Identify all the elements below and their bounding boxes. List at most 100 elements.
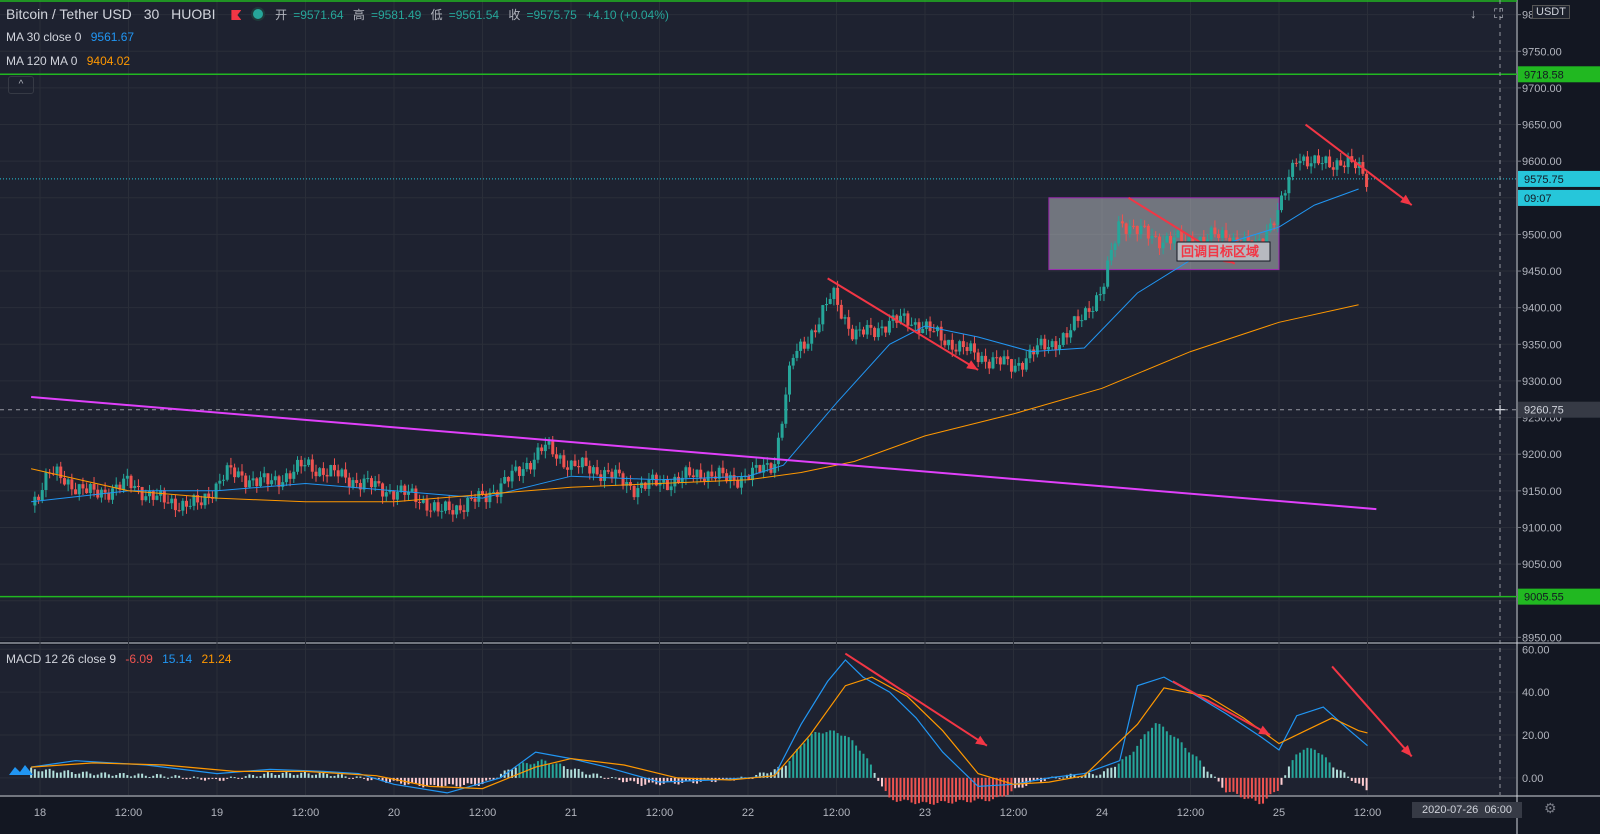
macd-histogram-bar	[370, 777, 373, 781]
macd-histogram-bar	[699, 777, 702, 782]
candle-body	[887, 320, 891, 333]
macd-histogram-bar	[529, 764, 532, 778]
candle-body	[680, 477, 684, 483]
candle-body	[665, 479, 669, 491]
ma120-legend[interactable]: MA 120 MA 0 9404.02	[6, 54, 136, 68]
macd-histogram-bar	[1280, 777, 1283, 785]
candle-body	[351, 480, 355, 488]
candle-body	[947, 339, 951, 346]
macd-histogram-bar	[866, 758, 869, 778]
macd-histogram-bar	[1065, 774, 1068, 778]
candle-body	[85, 488, 89, 494]
price-tick-label: 9200.00	[1522, 449, 1562, 461]
macd-histogram-bar	[910, 777, 913, 803]
macd-histogram-bar	[355, 776, 358, 778]
macd-histogram-bar	[252, 775, 255, 778]
time-tick-label: 24	[1096, 807, 1108, 819]
macd-histogram-bar	[917, 777, 920, 804]
candle-body	[854, 329, 858, 340]
macd-histogram-bar	[1036, 777, 1039, 781]
macd-histogram-bar	[425, 777, 428, 787]
macd-histogram-bar	[1180, 742, 1183, 778]
candle-body	[651, 474, 655, 480]
macd-arrow	[844, 652, 988, 747]
macd-histogram-bar	[877, 777, 880, 781]
macd-histogram-bar	[603, 777, 606, 779]
macd-histogram-bar	[588, 774, 591, 778]
macd-histogram-bar	[244, 776, 247, 778]
price-tick-label: 9350.00	[1522, 339, 1562, 351]
macd-histogram-bar	[1225, 777, 1228, 793]
candle-body	[292, 471, 296, 479]
candle-body	[1035, 345, 1039, 355]
interval[interactable]: 30	[143, 6, 160, 22]
fullscreen-icon[interactable]: ⛶	[1494, 6, 1504, 21]
hline-top-price-label-bg	[1518, 66, 1600, 83]
candle-body	[455, 505, 459, 515]
macd-legend[interactable]: MACD 12 26 close 9 -6.09 15.14 21.24	[6, 652, 238, 666]
candle-body	[847, 317, 851, 329]
macd-histogram-bar	[566, 769, 569, 778]
candle-body	[1002, 356, 1006, 365]
macd-histogram-bar	[281, 772, 284, 778]
candle-body	[747, 475, 751, 481]
currency-badge[interactable]: USDT	[1532, 5, 1570, 19]
ma30-legend[interactable]: MA 30 close 0 9561.67	[6, 30, 140, 44]
macd-histogram-bar	[618, 777, 621, 781]
candle-body	[503, 476, 507, 484]
crosshair-price-label-bg	[1518, 401, 1600, 418]
candle-body	[473, 498, 477, 502]
candle-body	[332, 465, 336, 471]
tradingview-logo-icon[interactable]	[8, 762, 34, 778]
time-tick-label: 12:00	[646, 807, 674, 819]
flag-icon[interactable]	[231, 10, 242, 20]
macd-histogram-bar	[1080, 775, 1083, 778]
candle-body	[558, 455, 562, 459]
macd-histogram-bar	[318, 772, 321, 778]
macd-histogram-bar	[237, 777, 240, 779]
candle-body	[118, 484, 122, 490]
macd-histogram-bar	[481, 777, 484, 785]
macd-histogram-bar	[56, 772, 59, 778]
macd-histogram-bar	[843, 735, 846, 778]
arrow-down-icon[interactable]: ↓	[1470, 6, 1477, 21]
symbol-name[interactable]: Bitcoin / Tether USD	[6, 6, 132, 22]
macd-label: MACD 12 26 close 9	[6, 652, 117, 666]
macd-histogram-bar	[573, 768, 576, 778]
macd-tick-label: 60.00	[1522, 644, 1550, 656]
macd-histogram-bar	[1365, 777, 1368, 791]
macd-histogram-bar	[137, 773, 140, 778]
open-value: =9571.64	[293, 8, 344, 22]
macd-histogram-bar	[662, 777, 665, 784]
macd-histogram-bar	[914, 777, 917, 805]
candle-body	[59, 466, 63, 479]
macd-histogram-bar	[995, 777, 998, 798]
collapse-legend-button[interactable]: ^	[8, 76, 34, 94]
countdown-label: 09:07	[1524, 193, 1552, 205]
candle-body	[62, 478, 66, 485]
settings-icon[interactable]: ⚙	[1544, 800, 1557, 816]
macd-histogram-bar	[1213, 776, 1216, 778]
candle-body	[1065, 333, 1069, 338]
macd-tick-label: 40.00	[1522, 687, 1550, 699]
candle-body	[1353, 161, 1357, 169]
candle-body	[584, 457, 588, 466]
candle-body	[788, 365, 792, 395]
macd-histogram-bar	[289, 773, 292, 778]
macd-histogram-bar	[1291, 760, 1294, 778]
candle-body	[588, 465, 592, 474]
candle-body	[1283, 193, 1287, 196]
macd-histogram-bar	[951, 777, 954, 804]
macd-histogram-bar	[1162, 726, 1165, 778]
candle-body	[554, 454, 558, 459]
macd-histogram-bar	[44, 769, 47, 778]
macd-histogram-bar	[462, 777, 465, 785]
macd-histogram-bar	[988, 777, 991, 802]
macd-histogram-bar	[888, 777, 891, 798]
macd-histogram-bar	[311, 775, 314, 778]
macd-histogram-bar	[1099, 774, 1102, 778]
candle-body	[1098, 294, 1102, 296]
hline-bottom-price-label: 9005.55	[1524, 592, 1564, 604]
macd-histogram-bar	[1247, 777, 1250, 799]
